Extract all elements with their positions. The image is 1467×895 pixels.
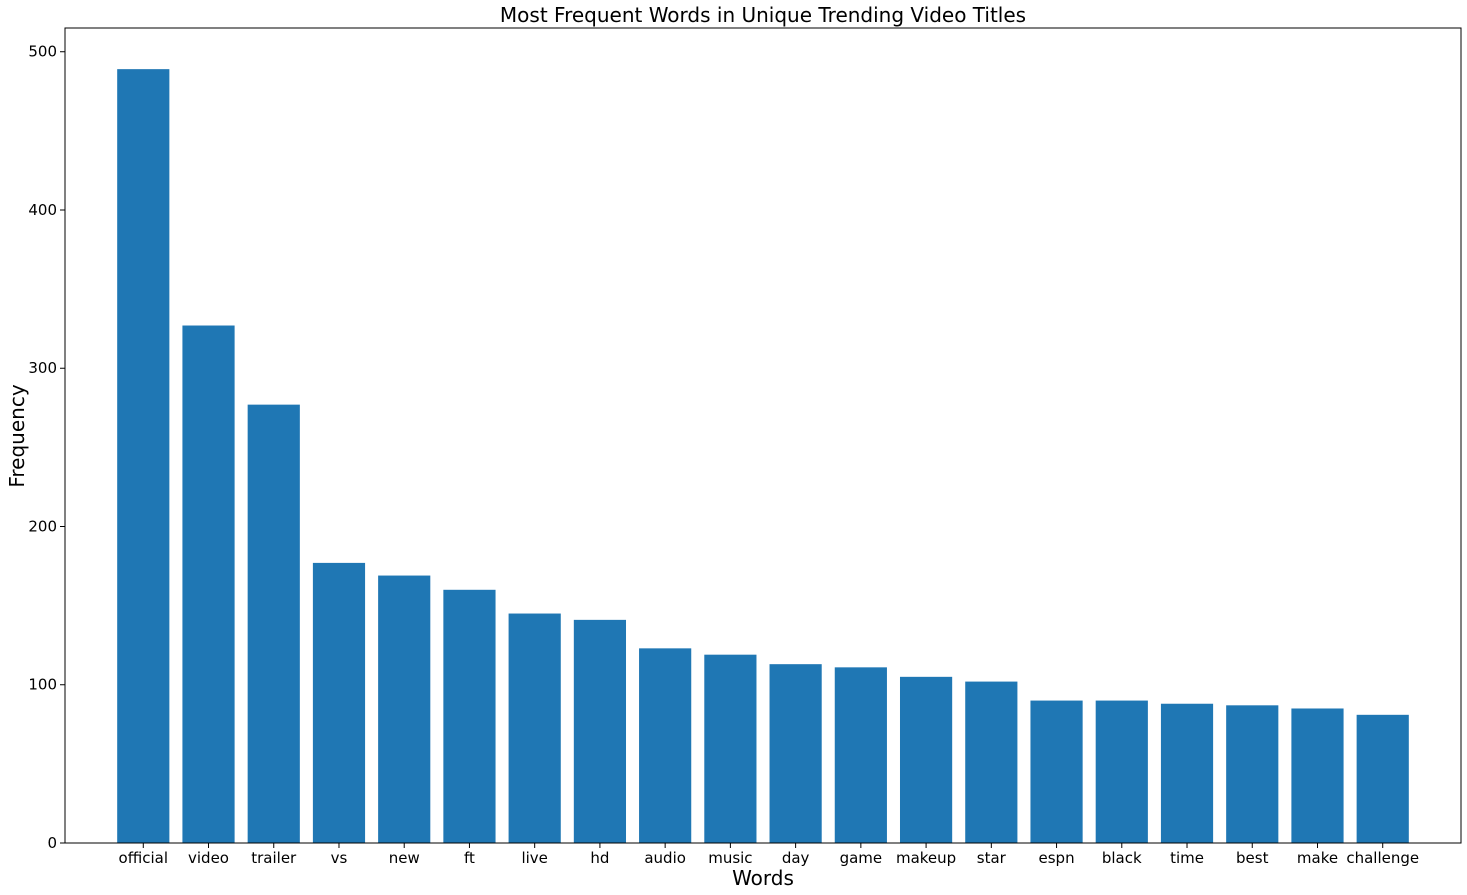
x-tick-label: makeup [896, 849, 956, 867]
y-axis-title: Frequency [5, 384, 29, 487]
x-tick-label: audio [644, 849, 686, 867]
bar-hd [573, 619, 627, 843]
x-tick-label: hd [590, 849, 609, 867]
y-axis-ticks: 0 100 200 300 400 500 [28, 43, 65, 852]
y-tick-label: 0 [47, 834, 57, 852]
y-tick-label: 300 [28, 359, 57, 377]
bar-espn [1030, 700, 1083, 843]
x-tick-label: trailer [251, 849, 297, 867]
x-axis-title: Words [732, 866, 794, 890]
x-tick-label: official [119, 849, 168, 867]
x-axis-ticks: official video trailer vs new ft live hd audio mu… [119, 843, 1419, 867]
x-tick-label: live [521, 849, 547, 867]
x-tick-label: espn [1039, 849, 1075, 867]
x-tick-label: best [1236, 849, 1269, 867]
bar-best [1226, 705, 1279, 843]
x-tick-label: star [977, 849, 1007, 867]
bars-group [117, 69, 1409, 844]
x-tick-label: day [782, 849, 810, 867]
chart-title: Most Frequent Words in Unique Trending V… [500, 3, 1026, 27]
y-tick-label: 100 [28, 676, 57, 694]
plot-frame [64, 27, 1462, 844]
bar-live [508, 613, 561, 843]
x-tick-label: music [708, 849, 752, 867]
bar-vs [312, 562, 366, 843]
bar-star [965, 681, 1018, 843]
y-tick-label: 500 [28, 43, 57, 61]
bar-day [769, 664, 822, 843]
y-tick-label: 200 [28, 517, 57, 535]
bar-ft [443, 589, 496, 843]
x-tick-label: game [840, 849, 883, 867]
bar-audio [639, 648, 692, 843]
x-tick-label: new [389, 849, 420, 867]
bar-makeup [899, 676, 953, 843]
bar-time [1160, 703, 1214, 843]
x-tick-label: black [1102, 849, 1142, 867]
bar-official [117, 69, 170, 843]
x-tick-label: make [1297, 849, 1338, 867]
bar-black [1095, 700, 1148, 843]
x-tick-label: vs [331, 849, 348, 867]
bar-music [704, 654, 757, 843]
bar-new [378, 575, 431, 843]
bar-trailer [247, 404, 300, 843]
bar-challenge [1356, 714, 1409, 843]
y-tick-label: 400 [28, 201, 57, 219]
x-tick-label: challenge [1346, 849, 1419, 867]
x-tick-label: time [1170, 849, 1204, 867]
bar-video [182, 325, 235, 844]
x-tick-label: video [188, 849, 229, 867]
bar-make [1291, 708, 1344, 843]
bar-game [834, 667, 887, 843]
x-tick-label: ft [464, 849, 475, 867]
